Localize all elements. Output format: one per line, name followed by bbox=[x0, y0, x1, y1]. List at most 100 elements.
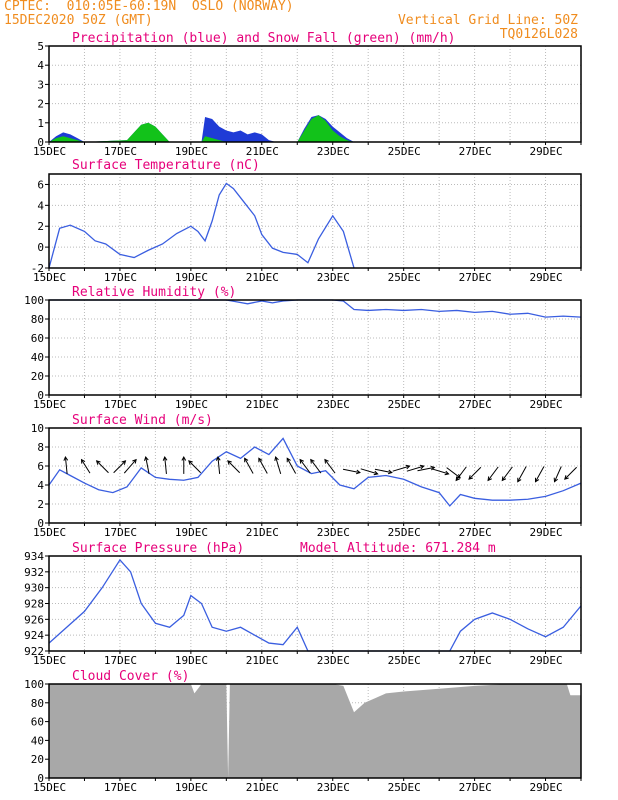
wind-arrow-head bbox=[310, 458, 315, 464]
series-line-0 bbox=[48, 182, 355, 269]
x-tick-label: 29DEC bbox=[530, 781, 563, 794]
x-tick-label: 27DEC bbox=[459, 398, 492, 411]
x-tick-label: 19DEC bbox=[175, 271, 208, 284]
x-tick-label: 25DEC bbox=[388, 781, 421, 794]
wind-arrow-head bbox=[564, 475, 569, 480]
x-tick-label: 21DEC bbox=[246, 145, 279, 158]
y-tick-label: 60 bbox=[31, 716, 44, 729]
y-tick-label: 4 bbox=[37, 199, 44, 212]
wind-arrow bbox=[554, 466, 562, 482]
series-line-0 bbox=[49, 299, 582, 318]
panel-frame bbox=[48, 173, 582, 269]
wind-arrow-head bbox=[419, 464, 425, 470]
wind-arrow-head bbox=[444, 470, 450, 476]
y-tick-label: 4 bbox=[37, 59, 44, 72]
x-tick-label: 23DEC bbox=[317, 145, 350, 158]
wind-arrow-head bbox=[181, 455, 187, 461]
wind-arrow-head bbox=[517, 477, 522, 483]
x-tick-label: 25DEC bbox=[388, 145, 421, 158]
wind-arrow bbox=[406, 465, 424, 472]
x-tick-label: 29DEC bbox=[530, 526, 563, 539]
wind-arrow-head bbox=[299, 458, 304, 464]
wind-arrow bbox=[96, 460, 109, 474]
y-tick-label: 5 bbox=[37, 40, 44, 53]
wind-arrow bbox=[64, 456, 68, 474]
wind-arrow-head bbox=[63, 455, 69, 461]
x-tick-label: 15DEC bbox=[33, 271, 66, 284]
wind-arrow-head bbox=[355, 469, 361, 475]
wind-arrow bbox=[342, 468, 361, 474]
wind-arrow-head bbox=[373, 470, 379, 476]
wind-arrow-head bbox=[144, 455, 149, 461]
y-tick-label: 60 bbox=[31, 332, 44, 345]
wind-arrow bbox=[113, 460, 126, 474]
wind-arrow bbox=[487, 466, 499, 481]
x-tick-label: 27DEC bbox=[459, 145, 492, 158]
x-tick-label: 15DEC bbox=[33, 526, 66, 539]
wind-arrow-head bbox=[468, 475, 474, 480]
x-tick-label: 19DEC bbox=[175, 526, 208, 539]
x-tick-label: 25DEC bbox=[388, 398, 421, 411]
y-tick-label: 4 bbox=[37, 479, 44, 492]
wind-arrow bbox=[455, 466, 467, 481]
wind-arrow bbox=[417, 466, 435, 472]
x-tick-label: 23DEC bbox=[317, 654, 350, 667]
wind-arrow bbox=[310, 459, 322, 474]
x-tick-label: 21DEC bbox=[246, 398, 279, 411]
y-tick-label: 100 bbox=[24, 678, 44, 691]
wind-arrow bbox=[286, 458, 297, 474]
wind-arrow-head bbox=[455, 476, 461, 482]
wind-arrow-head bbox=[215, 455, 221, 461]
y-tick-label: 928 bbox=[24, 598, 44, 611]
x-tick-label: 17DEC bbox=[104, 526, 137, 539]
x-tick-label: 17DEC bbox=[104, 781, 137, 794]
wind-arrow bbox=[392, 465, 410, 472]
x-tick-label: 15DEC bbox=[33, 145, 66, 158]
wind-arrow-head bbox=[501, 476, 507, 482]
y-tick-label: 8 bbox=[37, 441, 44, 454]
x-tick-label: 21DEC bbox=[246, 526, 279, 539]
wind-arrow-head bbox=[553, 477, 559, 483]
y-tick-label: 0 bbox=[37, 389, 44, 402]
panel-title: Surface Wind (m/s) bbox=[72, 413, 213, 428]
wind-arrow bbox=[145, 456, 150, 474]
wind-arrow bbox=[431, 468, 449, 475]
wind-arrow bbox=[275, 456, 282, 475]
wind-arrow-head bbox=[387, 469, 393, 475]
wind-arrow bbox=[188, 460, 202, 474]
y-tick-label: 0 bbox=[37, 241, 44, 254]
wind-arrow bbox=[535, 466, 545, 482]
wind-arrow bbox=[360, 468, 378, 475]
x-tick-label: 29DEC bbox=[530, 145, 563, 158]
panel-title: Surface Temperature (nC) bbox=[72, 158, 260, 173]
y-tick-label: 6 bbox=[37, 460, 44, 473]
x-tick-label: 27DEC bbox=[459, 654, 492, 667]
x-tick-label: 25DEC bbox=[388, 654, 421, 667]
wind-arrow bbox=[299, 459, 311, 474]
wind-arrow-head bbox=[80, 458, 86, 464]
x-tick-label: 23DEC bbox=[317, 781, 350, 794]
panel-title: Precipitation (blue) and Snow Fall (gree… bbox=[72, 31, 456, 46]
wind-arrow-head bbox=[258, 457, 263, 463]
x-tick-label: 21DEC bbox=[246, 271, 279, 284]
x-tick-label: 29DEC bbox=[530, 271, 563, 284]
x-tick-label: 17DEC bbox=[104, 398, 137, 411]
y-tick-label: 922 bbox=[24, 645, 44, 658]
y-tick-label: 2 bbox=[37, 220, 44, 233]
wind-arrow bbox=[501, 466, 513, 481]
panel-title: Surface Pressure (hPa) bbox=[72, 541, 244, 556]
x-tick-label: 25DEC bbox=[388, 271, 421, 284]
y-tick-label: 0 bbox=[37, 136, 44, 149]
x-tick-label: 19DEC bbox=[175, 654, 208, 667]
x-tick-label: 19DEC bbox=[175, 398, 208, 411]
y-tick-label: -2 bbox=[31, 262, 44, 275]
y-tick-label: 1 bbox=[37, 117, 44, 130]
wind-arrow-head bbox=[324, 458, 329, 464]
x-tick-label: 17DEC bbox=[104, 271, 137, 284]
y-tick-label: 20 bbox=[31, 753, 44, 766]
x-tick-label: 29DEC bbox=[530, 654, 563, 667]
x-tick-label: 15DEC bbox=[33, 654, 66, 667]
wind-arrow bbox=[564, 466, 577, 480]
x-tick-label: 27DEC bbox=[459, 781, 492, 794]
wind-arrow-head bbox=[274, 456, 279, 462]
